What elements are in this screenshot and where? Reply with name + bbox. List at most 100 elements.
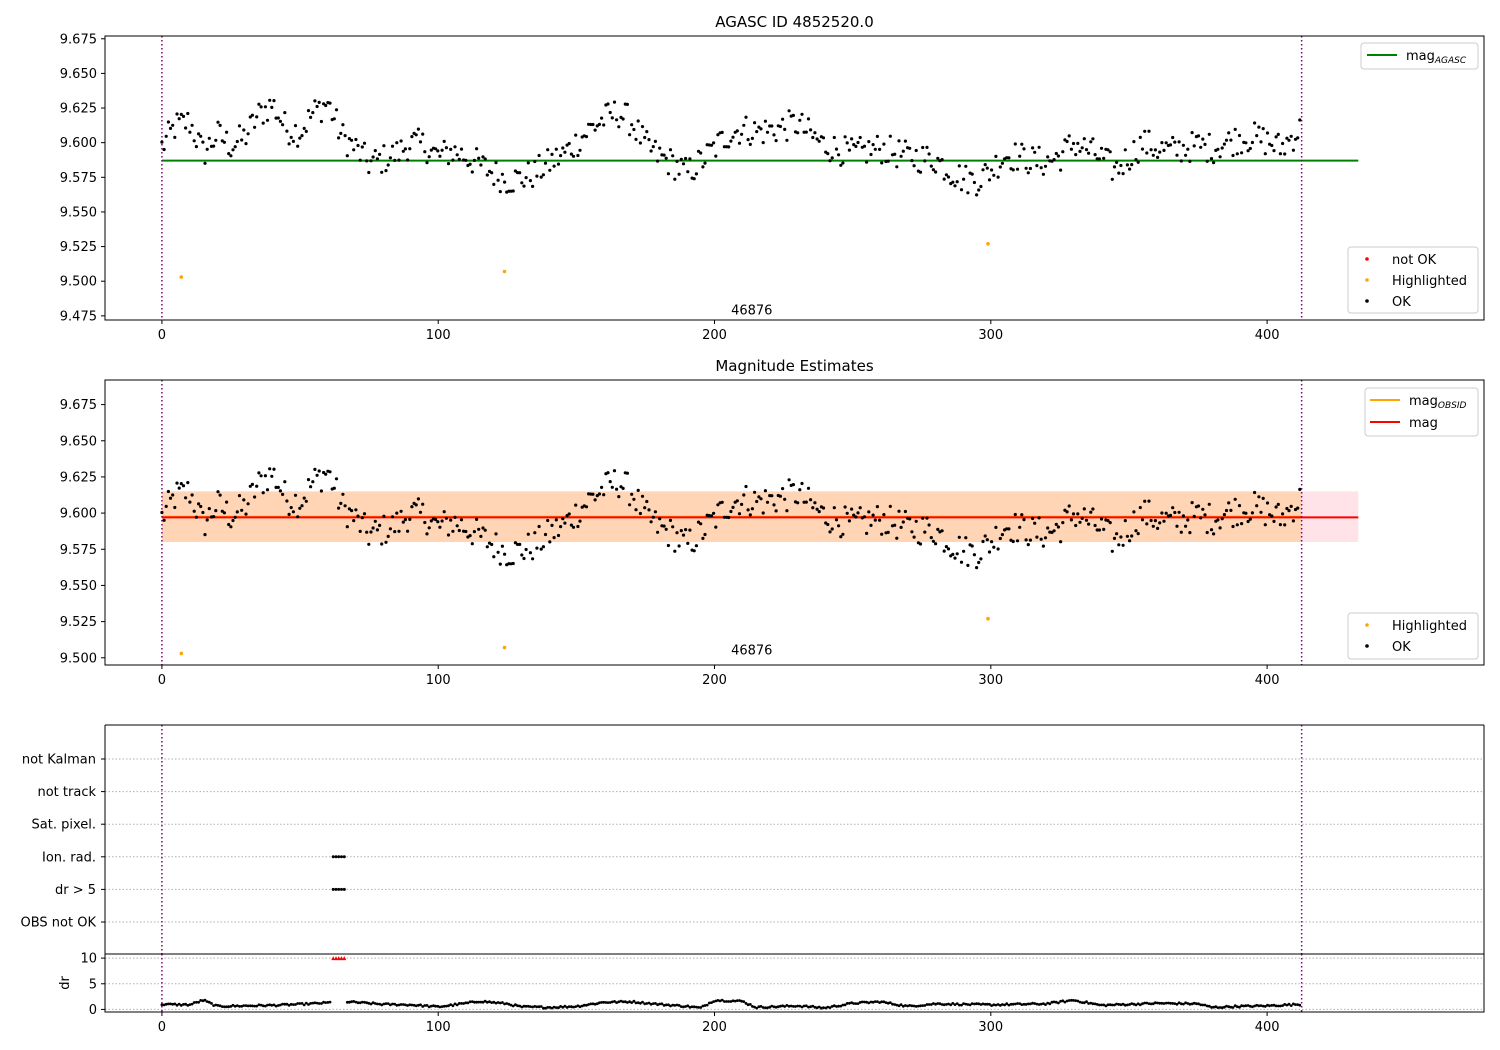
ok-point <box>998 165 1002 169</box>
ok-point <box>384 540 388 544</box>
ok-point <box>1076 141 1080 145</box>
dr-point <box>376 1002 379 1006</box>
ok-point <box>496 178 500 182</box>
dr-point <box>238 1005 241 1008</box>
ok-point <box>382 514 386 518</box>
ok-point <box>664 156 668 160</box>
ok-point <box>929 164 933 168</box>
ok-point <box>975 193 979 197</box>
ok-point <box>897 139 901 143</box>
ok-point <box>1121 543 1125 547</box>
ok-point <box>1291 519 1295 523</box>
ok-point <box>593 128 597 132</box>
flag-point <box>342 855 346 859</box>
dr-point <box>421 1005 425 1008</box>
dr-point <box>492 1000 496 1004</box>
ok-point <box>830 156 834 160</box>
dr-point <box>576 1004 580 1008</box>
ok-point <box>684 156 688 161</box>
ok-point <box>647 138 651 142</box>
ok-point <box>341 123 345 127</box>
ok-point <box>166 489 170 494</box>
ok-point <box>1078 149 1082 153</box>
ok-point <box>931 539 936 543</box>
ok-point <box>464 158 468 162</box>
dr-point <box>983 1002 987 1006</box>
dr-point <box>869 1000 873 1004</box>
ok-point <box>1240 151 1244 155</box>
dr-point <box>1233 1004 1237 1008</box>
ok-point <box>371 155 375 159</box>
dr-point <box>1059 999 1062 1003</box>
dr-point <box>498 1001 502 1005</box>
ok-point <box>548 168 552 172</box>
dr-point <box>981 1002 985 1006</box>
ok-point <box>397 158 401 162</box>
ok-point <box>962 177 966 181</box>
ok-point <box>201 510 205 515</box>
y-tick-label: 9.675 <box>60 32 97 47</box>
ok-point <box>636 488 640 492</box>
ok-point <box>233 145 237 149</box>
ok-point <box>1162 148 1166 152</box>
ok-point <box>1039 166 1043 170</box>
dr-point <box>432 1004 435 1008</box>
ok-point <box>681 162 686 166</box>
dr-point <box>707 1001 711 1005</box>
ok-point <box>203 161 207 165</box>
ok-point <box>668 518 673 523</box>
ok-point <box>177 486 181 490</box>
dr-point <box>397 1003 401 1007</box>
ok-point <box>334 108 339 112</box>
dr-point <box>582 1003 586 1007</box>
ok-point <box>998 536 1002 541</box>
ok-point <box>875 134 880 138</box>
ok-point <box>468 534 472 538</box>
ok-point <box>946 175 951 179</box>
ok-point <box>809 498 813 502</box>
ok-point <box>714 154 718 158</box>
dr-point <box>738 999 741 1002</box>
ok-point <box>1097 157 1101 161</box>
ok-point <box>1112 536 1117 541</box>
ok-point <box>901 520 905 524</box>
ok-point <box>806 486 811 490</box>
ok-point <box>306 478 311 482</box>
ok-point <box>1063 508 1067 512</box>
dr-point <box>490 1001 494 1004</box>
dr-point <box>1179 1002 1183 1006</box>
ok-point <box>173 135 177 139</box>
ok-point <box>856 140 860 145</box>
dr-point <box>328 1000 332 1004</box>
ok-point <box>293 493 298 497</box>
legend-label-sub: OBSID <box>1438 401 1467 411</box>
ok-point <box>1168 143 1173 147</box>
legend-label: not OK <box>1392 253 1437 268</box>
ok-point <box>427 526 431 530</box>
ok-point <box>1071 141 1076 146</box>
ok-point <box>1188 159 1192 163</box>
dr-point <box>772 1005 776 1009</box>
dr-point <box>826 1005 830 1009</box>
ok-point <box>1106 519 1110 523</box>
ok-point <box>1190 131 1194 135</box>
ok-point <box>841 161 845 165</box>
dr-point <box>524 1004 528 1008</box>
ok-point <box>940 529 944 533</box>
dr-point <box>173 1002 177 1006</box>
ok-point <box>658 517 662 521</box>
ok-point <box>679 529 683 533</box>
ok-point <box>809 128 813 132</box>
ok-point <box>289 135 293 139</box>
ok-point <box>871 143 875 147</box>
ok-point <box>1291 148 1295 152</box>
dr-point <box>1149 1002 1153 1006</box>
dr-point <box>610 1000 614 1004</box>
ok-point <box>746 508 750 512</box>
ok-point <box>481 155 485 159</box>
ok-point <box>371 526 375 530</box>
ok-point <box>442 139 446 143</box>
dr-point <box>936 1002 940 1005</box>
dr-point <box>259 1003 263 1007</box>
y-tick-label: 0 <box>89 1003 97 1018</box>
